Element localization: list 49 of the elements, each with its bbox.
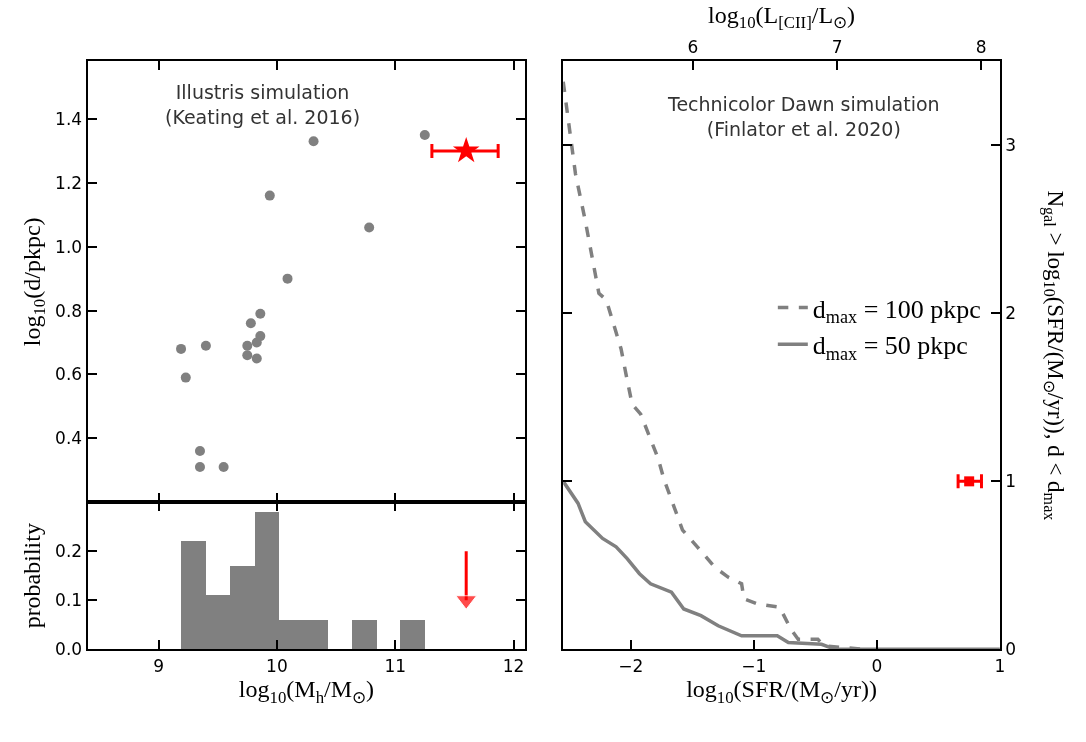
x-tick-label: −1 <box>741 655 767 676</box>
y-tick-label: 1.4 <box>55 108 83 129</box>
point <box>194 446 205 457</box>
point <box>194 462 205 473</box>
point <box>282 273 293 284</box>
y-tick-label: 1.2 <box>55 172 83 193</box>
x-tick-label: 0 <box>871 655 883 676</box>
y-tick-label: 0.6 <box>55 364 83 385</box>
y-tick-label: 3 <box>1005 135 1017 156</box>
point <box>419 129 430 140</box>
y-tick-label: 1 <box>1005 471 1017 492</box>
point <box>245 318 256 329</box>
point <box>200 340 211 351</box>
point <box>251 337 262 348</box>
point <box>255 308 266 319</box>
point <box>180 372 191 383</box>
annotation: Technicolor Dawn simulation (Finlator et al. 2020) <box>667 93 940 140</box>
point <box>308 136 319 147</box>
x2-axis-title: log$_{10}$(L$_{[CII]}$/L$_{⊙}$) <box>708 2 856 33</box>
point <box>218 462 229 473</box>
point <box>251 353 262 364</box>
x-tick-label: 9 <box>153 655 164 676</box>
x-tick-label: −2 <box>618 655 644 676</box>
point <box>264 190 275 201</box>
y-tick-label: 0.4 <box>55 428 83 449</box>
point <box>452 136 480 163</box>
y-tick-label: 0.2 <box>55 541 83 562</box>
y-tick-label: 0 <box>1005 639 1017 660</box>
x-tick-label: 10 <box>266 655 288 676</box>
x-tick-label: 11 <box>384 655 407 676</box>
x2-tick-label: 7 <box>831 36 843 57</box>
y-tick-label: 0.1 <box>55 590 83 611</box>
x-axis-title: log$_{10}$(SFR/(M$_{⊙}$/yr)) <box>686 676 877 707</box>
point <box>364 222 375 233</box>
x-axis-title: log$_{10}$(M$_{h}$/M$_{⊙}$) <box>238 676 375 707</box>
x2-tick-label: 6 <box>687 36 699 57</box>
x-tick-label: 12 <box>502 655 525 676</box>
annotation: Illustris simulation (Keating et al. 2016) <box>165 81 361 128</box>
point <box>176 343 187 354</box>
point <box>242 340 253 351</box>
y-tick-label: 1.0 <box>55 236 83 257</box>
x2-tick-label: 8 <box>975 36 987 57</box>
y-tick-label: 2 <box>1005 303 1017 324</box>
legend-label: d$_{max}$ = 50 pkpc <box>812 331 968 364</box>
y-axis-title: probability <box>18 523 45 629</box>
y-tick-label: 0.8 <box>55 300 83 321</box>
legend-label: d$_{max}$ = 100 pkpc <box>812 294 981 327</box>
y-tick-label: 0.0 <box>55 639 83 660</box>
point <box>242 350 253 361</box>
